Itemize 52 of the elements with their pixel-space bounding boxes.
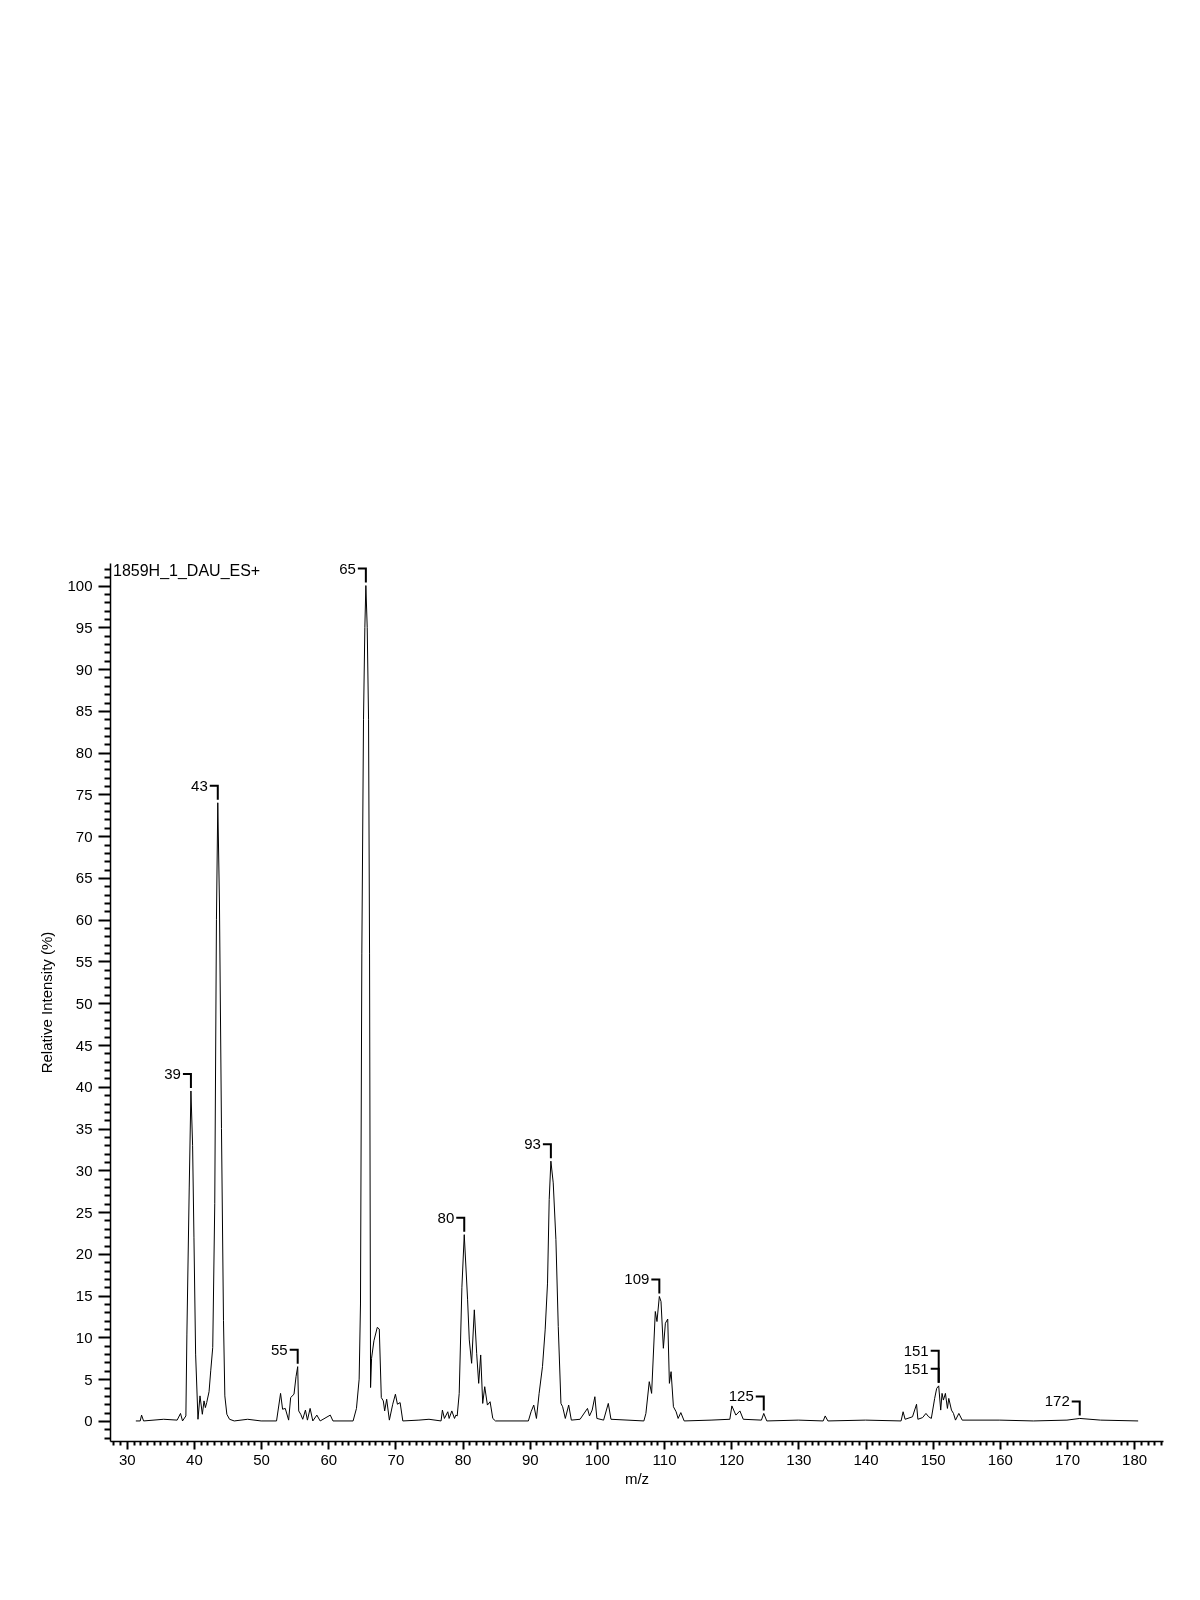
- y-tick-label: 65: [75, 869, 93, 887]
- x-tick-label: 80: [454, 1450, 472, 1468]
- y-tick-label: 30: [75, 1161, 93, 1179]
- chart-title: 1859H_1_DAU_ES+: [113, 562, 261, 580]
- annotation: 172: [1044, 1392, 1070, 1410]
- x-tick-label: 90: [521, 1450, 539, 1468]
- y-tick-label: 25: [75, 1203, 93, 1221]
- annotation: 39: [164, 1064, 181, 1082]
- x-tick-label: 130: [786, 1450, 812, 1468]
- x-tick-label: 50: [253, 1450, 270, 1468]
- y-tick-label: 45: [75, 1036, 93, 1054]
- x-tick-label: 60: [320, 1450, 338, 1468]
- y-tick-label: 20: [75, 1245, 93, 1263]
- y-tick-label: 100: [67, 577, 93, 595]
- y-tick-label: 0: [84, 1412, 93, 1430]
- x-tick-label: 70: [387, 1450, 405, 1468]
- x-tick-label: 170: [1054, 1450, 1080, 1468]
- x-tick-label: 110: [652, 1450, 677, 1468]
- y-tick-label: 75: [75, 785, 93, 803]
- x-tick-label: 30: [118, 1450, 136, 1468]
- y-tick-label: 50: [75, 994, 93, 1012]
- y-tick-label: 95: [75, 618, 93, 636]
- y-tick-label: 85: [75, 702, 93, 720]
- y-tick-label: 60: [75, 911, 93, 929]
- x-axis-title: m/z: [624, 1469, 650, 1487]
- y-tick-label: 55: [75, 952, 93, 970]
- annotation: 151: [903, 1341, 929, 1359]
- y-axis-title: Relative Intensity (%): [38, 931, 56, 1074]
- x-tick-label: 40: [186, 1450, 203, 1468]
- x-tick-label: 140: [853, 1450, 879, 1468]
- annotation: 65: [339, 559, 356, 577]
- line-series: [135, 585, 1139, 1422]
- y-tick-label: 10: [75, 1328, 93, 1346]
- y-tick-label: 80: [75, 744, 93, 762]
- x-tick-label: 120: [719, 1450, 745, 1468]
- annotation: 109: [624, 1270, 650, 1288]
- annotation: 55: [271, 1340, 288, 1358]
- annotation: 43: [191, 776, 208, 794]
- y-tick-label: 35: [75, 1120, 93, 1138]
- x-tick-label: 160: [987, 1450, 1013, 1468]
- y-tick-label: 70: [75, 827, 93, 845]
- x-tick-label: 100: [584, 1450, 610, 1468]
- x-tick-label: 180: [1122, 1450, 1148, 1468]
- annotation: 93: [524, 1135, 541, 1153]
- y-tick-label: 40: [75, 1078, 93, 1096]
- y-tick-label: 5: [84, 1370, 93, 1388]
- annotation: 80: [437, 1208, 455, 1226]
- annotation: 125: [728, 1387, 754, 1405]
- y-tick-label: 90: [75, 660, 93, 678]
- annotation: 151: [903, 1359, 929, 1377]
- x-tick-label: 150: [920, 1450, 946, 1468]
- y-tick-label: 15: [75, 1287, 93, 1305]
